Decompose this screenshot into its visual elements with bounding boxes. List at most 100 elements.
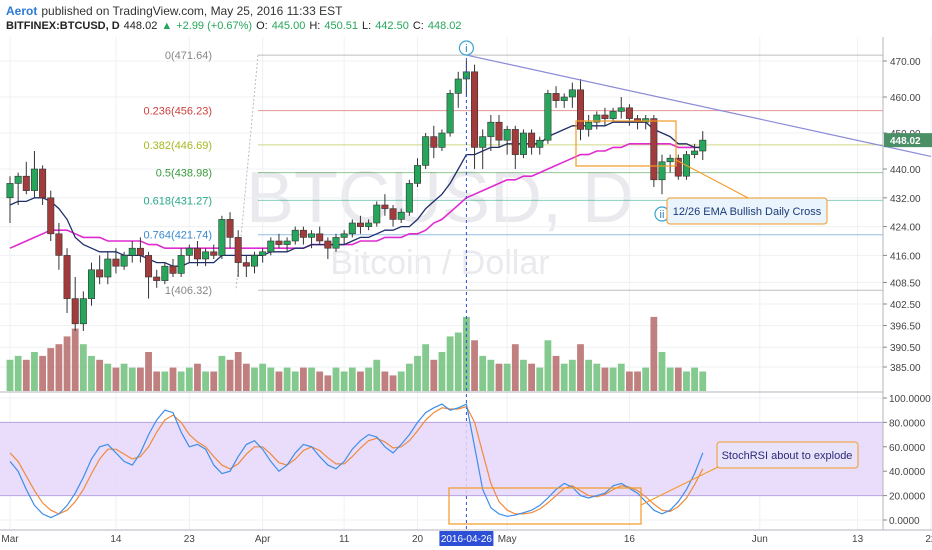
candle: [30, 151, 38, 198]
candle: [275, 233, 283, 249]
candle-body: [169, 265, 177, 274]
candle-body: [560, 96, 568, 101]
callout-line: [675, 159, 753, 201]
stochrsi-k-line: [9, 403, 704, 519]
candle-body: [691, 150, 699, 155]
candle-body: [6, 183, 14, 199]
volume-bar: [405, 363, 413, 391]
candle: [332, 233, 340, 252]
candle: [389, 205, 397, 227]
volume-bar: [55, 344, 63, 391]
candle-body: [55, 233, 63, 256]
author-link[interactable]: Aerot: [6, 4, 38, 18]
candle-body: [365, 222, 373, 227]
candle-body: [251, 255, 259, 267]
stochrsi-callout: StochRSI about to explode: [716, 441, 859, 469]
volume-bar: [585, 359, 593, 391]
y-tick-label: 80.0000: [889, 418, 926, 429]
symbol-label[interactable]: BITFINEX:BTCUSD, D: [6, 20, 120, 32]
candle-body: [495, 121, 503, 141]
candle-body: [22, 175, 30, 191]
volume-bar: [471, 340, 478, 391]
volume-bar: [577, 344, 584, 391]
volume-bar: [161, 371, 169, 391]
volume-bar: [316, 371, 324, 391]
candle-body: [14, 175, 22, 184]
wave-text: ii: [660, 209, 665, 221]
axes: 470.00460.00450.00440.00432.00424.00416.…: [0, 37, 932, 546]
low-value: 442.50: [375, 20, 409, 32]
candle: [536, 136, 544, 155]
candle-body: [275, 240, 283, 245]
volume-bar: [422, 344, 430, 391]
volume-bar: [593, 363, 601, 391]
candle: [373, 201, 381, 227]
volume-bar: [658, 352, 666, 391]
callout-text: 12/26 EMA Bullish Daily Cross: [673, 206, 822, 218]
crosshair-date-label: 2016-04-26: [441, 534, 493, 545]
candle: [22, 161, 30, 195]
candle: [283, 237, 291, 252]
candle: [691, 143, 699, 159]
volume-bar: [153, 371, 161, 391]
candle-body: [291, 229, 299, 242]
up-arrow-icon: ▲: [161, 20, 173, 32]
volume-bar: [259, 363, 267, 391]
candle-body: [161, 265, 169, 281]
candle-body: [88, 269, 96, 299]
candle: [242, 255, 250, 277]
stochrsi-d-line: [9, 405, 704, 515]
ema-cross-callout: 12/26 EMA Bullish Daily Cross: [666, 197, 828, 225]
candle-body: [153, 276, 161, 281]
candle-body: [430, 136, 438, 148]
volume-bar: [479, 355, 487, 391]
candle: [161, 262, 169, 285]
candle: [560, 93, 568, 108]
y-tick-label: 396.50: [890, 322, 921, 333]
volume-bar: [560, 363, 568, 391]
candle-body: [283, 240, 291, 245]
candle-body: [699, 139, 707, 152]
published-text: published on TradingView.com, May 25, 20…: [41, 4, 343, 18]
candle-body: [585, 121, 593, 130]
candle-body: [658, 161, 666, 181]
y-tick-label: 60.0000: [889, 443, 926, 454]
candle: [79, 291, 87, 331]
candle-body: [422, 136, 430, 166]
candle-body: [593, 114, 601, 123]
wave-text: i: [465, 43, 467, 55]
volume-bars: [6, 316, 707, 391]
volume-bar: [381, 371, 389, 391]
candle: [308, 230, 316, 249]
volume-bar: [47, 348, 55, 391]
candle: [503, 125, 511, 155]
drawings: iii 12/26 EMA Bullish Daily Cross: [458, 40, 932, 530]
x-tick-label: 11: [339, 534, 350, 545]
candle: [324, 237, 332, 259]
candle-body: [104, 258, 112, 278]
candle: [136, 237, 144, 263]
volume-bar: [552, 355, 560, 391]
candle-body: [96, 269, 104, 278]
candle: [210, 244, 218, 259]
candle: [185, 244, 193, 263]
candle-body: [397, 211, 405, 220]
volume-bar: [79, 344, 87, 391]
x-tick-label: 23: [184, 534, 196, 545]
volume-bar: [22, 359, 30, 391]
volume-bar: [63, 336, 71, 391]
candle: [430, 125, 438, 159]
last-price-label: 448.02: [890, 136, 921, 147]
candle: [609, 107, 617, 123]
candle-body: [234, 237, 242, 263]
fib-label: 0.382(446.69): [144, 140, 213, 152]
candle-body: [332, 237, 340, 249]
volume-bar: [234, 352, 242, 391]
candle: [422, 133, 430, 169]
candle-body: [226, 219, 234, 238]
volume-bar: [609, 367, 617, 391]
volume-bar: [601, 367, 609, 391]
volume-bar: [291, 371, 299, 391]
